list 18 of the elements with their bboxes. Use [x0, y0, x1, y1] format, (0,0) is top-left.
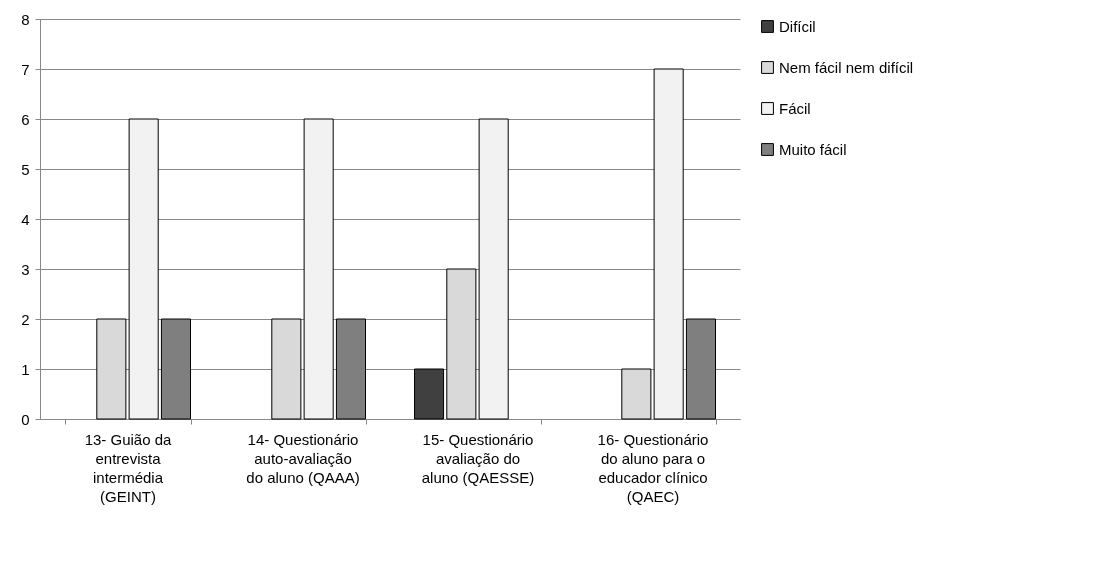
y-tick-label: 7 [21, 60, 30, 78]
y-tick-label: 2 [21, 310, 30, 328]
legend-label: Fácil [779, 99, 811, 117]
x-tick-label: 13- Guião da entrevista intermédia (GEINT) [84, 430, 173, 505]
legend-label: Muito fácil [779, 140, 847, 158]
y-tick-label: 4 [21, 210, 30, 228]
y-tick-label: 8 [21, 10, 30, 28]
y-tick-label: 3 [21, 260, 30, 278]
y-tick-label: 5 [21, 160, 30, 178]
x-tick-label: 14- Questionário auto-avaliação do aluno (QAAA) [246, 430, 360, 486]
bar [414, 368, 445, 420]
y-tick-label: 0 [21, 410, 30, 428]
legend-label: Difícil [779, 17, 816, 35]
y-tick-label: 1 [21, 360, 30, 378]
y-tick-label: 6 [21, 110, 30, 128]
x-tick-label: 15- Questionário avaliação do aluno (QAESSE) [421, 430, 535, 486]
x-tick-label: 16- Questionário do aluno para o educador clínico (QAEC) [597, 430, 709, 505]
legend-label: Nem fácil nem difícil [779, 58, 914, 76]
